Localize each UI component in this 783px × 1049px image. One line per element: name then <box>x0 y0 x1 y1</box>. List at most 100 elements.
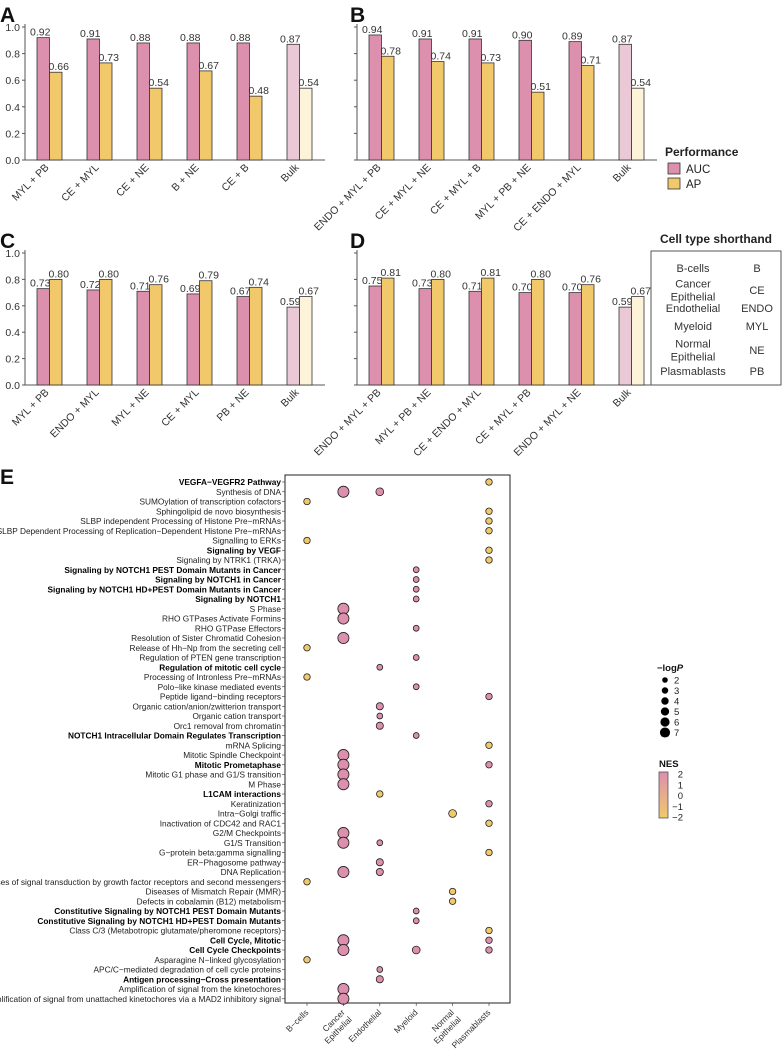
data-label: 0.80 <box>531 268 552 280</box>
dot <box>485 527 493 535</box>
size-legend-dot <box>661 697 669 705</box>
nes-tick-label: 2 <box>678 770 683 781</box>
data-label: 0.75 <box>362 275 383 287</box>
dot <box>485 926 493 935</box>
x-tick-label: MYL + NE <box>109 387 151 429</box>
pathway-label: Amplification of signal from the kinetoc… <box>119 984 281 994</box>
bar-auc <box>86 289 100 386</box>
pathway-label: SUMOylation of transcription cofactors <box>139 497 281 507</box>
pathway-label: Diseases of signal transduction by growt… <box>0 877 281 887</box>
pathway-label: Signalling to ERKs <box>212 536 281 546</box>
data-label: 0.79 <box>199 270 220 282</box>
x-tick-label: Bulk <box>611 386 634 409</box>
bar-ap <box>49 71 63 161</box>
pathway-label: Polo−like kinase mediated events <box>158 682 281 692</box>
bar-ap <box>249 95 263 161</box>
bar-ap <box>99 278 113 386</box>
data-label: 0.66 <box>49 61 70 73</box>
bar-ap <box>431 61 445 161</box>
pathway-label: Synthesis of DNA <box>216 487 281 497</box>
y-tick-label: 0.8 <box>5 274 20 286</box>
bar-ap <box>531 278 545 386</box>
x-tick-label: PB + NE <box>214 387 251 424</box>
y-tick-label: 0.2 <box>5 128 20 140</box>
nes-colorbar <box>658 771 669 819</box>
data-label: 0.91 <box>462 28 483 40</box>
shorthand-name: Normal <box>675 339 710 351</box>
pathway-label: mRNA Splicing <box>226 740 282 750</box>
bar-ap <box>481 277 495 386</box>
dot <box>375 868 384 876</box>
dot <box>376 966 384 973</box>
dot <box>303 878 311 886</box>
bar-auc <box>518 292 532 386</box>
dot <box>485 478 493 486</box>
y-tick-label: 0.6 <box>5 301 20 313</box>
data-label: 0.74 <box>431 51 452 63</box>
x-tick-label: MYL + PB <box>10 387 52 429</box>
pathway-label: Keratinization <box>231 799 282 809</box>
bar-auc <box>136 290 150 386</box>
dot <box>375 721 384 730</box>
bar-auc <box>236 296 250 386</box>
size-legend-dot <box>660 717 670 727</box>
pathway-label: SLBP Dependent Processing of Replication… <box>0 526 281 536</box>
pathway-label: Organic cation/anion/zwitterion transpor… <box>133 701 282 711</box>
data-label: 0.54 <box>631 77 652 89</box>
pathway-label: Signaling by VEGF <box>207 545 281 555</box>
dot <box>412 907 420 915</box>
pathway-label: VEGFA−VEGFR2 Pathway <box>179 477 282 487</box>
nes-tick-label: −1 <box>672 802 683 813</box>
pathway-label: Signaling by NOTCH1 PEST Domain Mutants … <box>64 565 281 575</box>
y-tick-label: 0.6 <box>5 75 20 87</box>
dot <box>411 945 421 955</box>
dot <box>337 778 350 791</box>
legend-label: AUC <box>686 164 710 176</box>
data-label: 0.78 <box>381 45 402 57</box>
y-tick-label: 0.0 <box>5 380 20 392</box>
legend-swatch-auc <box>667 162 681 175</box>
bar-ap <box>99 62 113 161</box>
shorthand-name: B-cells <box>676 263 710 275</box>
bar-ap <box>381 277 395 386</box>
bar-auc <box>618 43 632 161</box>
data-label: 0.72 <box>80 279 101 291</box>
size-legend-dot <box>659 727 671 738</box>
pathway-label: G1/S Transition <box>224 838 282 848</box>
data-label: 0.90 <box>512 29 533 41</box>
pathway-label: M Phase <box>248 779 281 789</box>
pathway-label: Intra−Golgi traffic <box>218 809 281 819</box>
size-legend-label: 5 <box>674 707 679 718</box>
dot <box>375 858 384 867</box>
dot <box>375 487 385 497</box>
dot <box>337 632 350 644</box>
data-label: 0.88 <box>180 32 201 44</box>
x-tick-label: CE + MYL <box>159 387 202 430</box>
shorthand-name: Cancer <box>675 279 711 291</box>
shorthand-name: Plasmablasts <box>660 366 726 378</box>
bar-auc <box>286 43 300 161</box>
data-label: 0.54 <box>299 77 320 89</box>
data-label: 0.70 <box>562 282 583 294</box>
pathway-label: Mitotic Spindle Checkpoint <box>183 750 281 760</box>
size-legend-label: 7 <box>674 728 679 739</box>
data-label: 0.67 <box>299 286 320 298</box>
dot <box>337 612 350 625</box>
dot <box>485 761 493 769</box>
data-label: 0.88 <box>130 32 151 44</box>
bar-auc <box>286 306 300 386</box>
shorthand-name: Epithelial <box>671 292 716 304</box>
data-label: 0.88 <box>230 32 251 44</box>
data-label: 0.71 <box>581 55 602 67</box>
pathway-label: Processing of Intronless Pre−mRNAs <box>144 672 281 682</box>
dot <box>485 546 493 554</box>
column-label: Endothelial <box>346 1007 383 1044</box>
bar-auc <box>568 292 582 386</box>
dot <box>448 897 457 905</box>
data-label: 0.69 <box>180 283 201 295</box>
panel-label: B <box>350 4 365 27</box>
pathway-label: RHO GTPase Effectors <box>195 623 281 633</box>
dot <box>376 839 384 847</box>
